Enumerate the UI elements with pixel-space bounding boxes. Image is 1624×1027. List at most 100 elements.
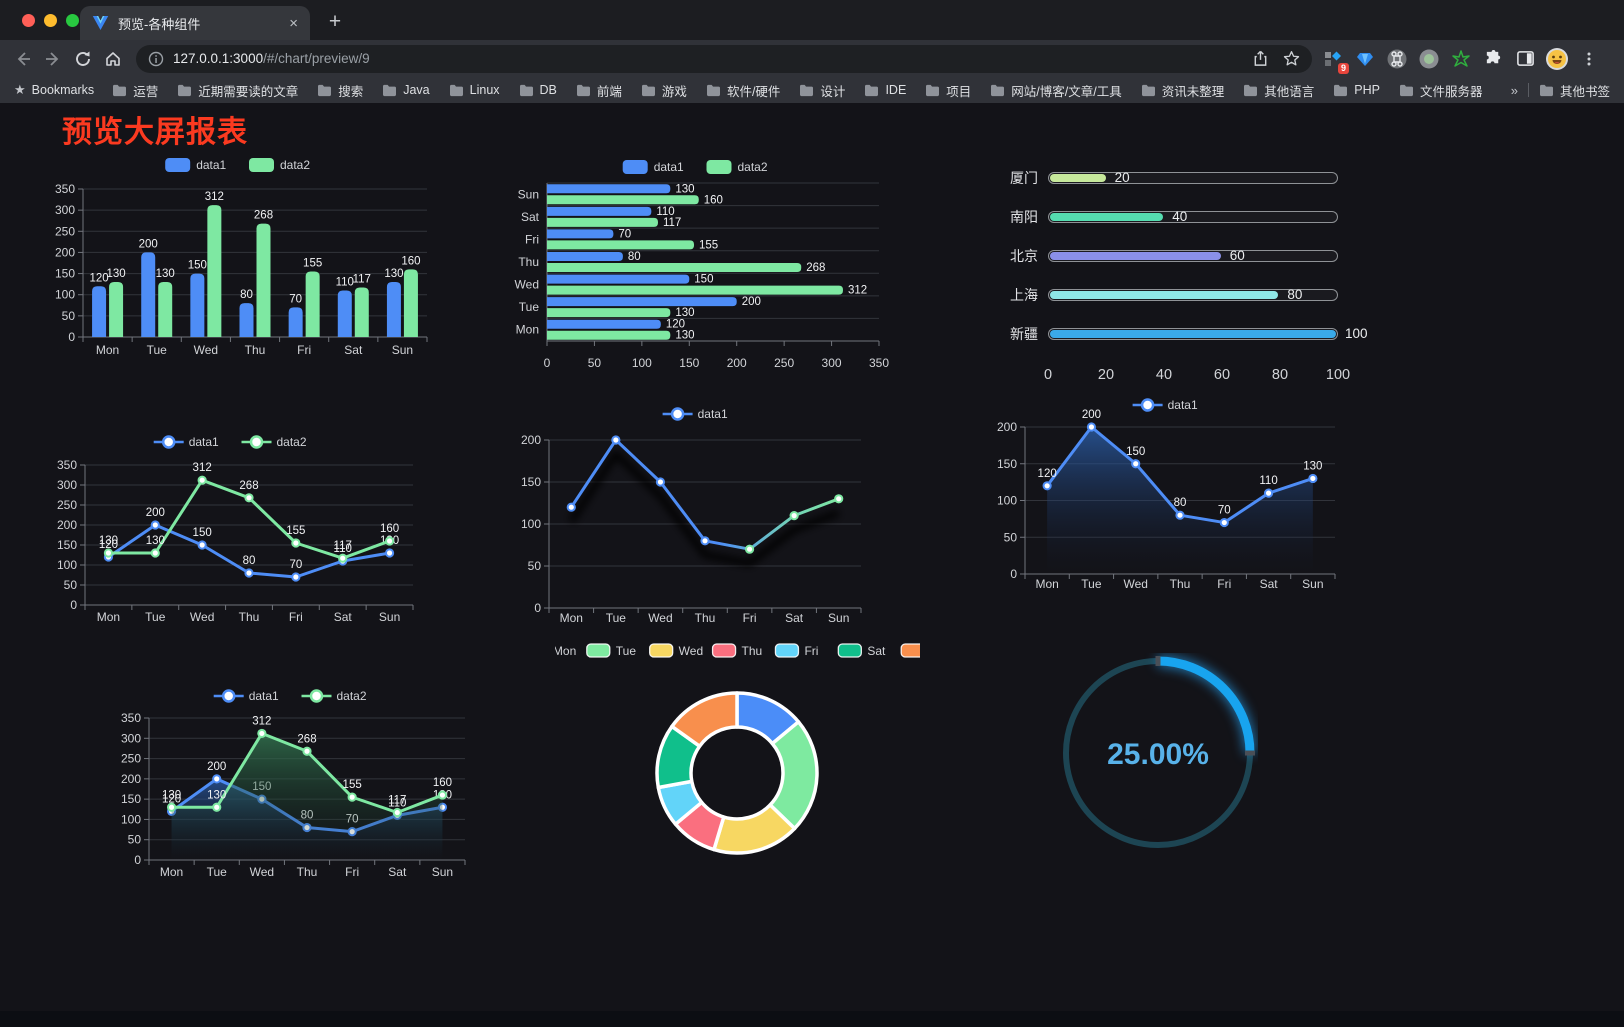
bookmark-folder-item[interactable]: 运营 [112, 81, 158, 100]
svg-text:130: 130 [675, 307, 694, 319]
svg-text:312: 312 [205, 191, 224, 203]
share-icon[interactable] [1252, 50, 1269, 67]
bookmarks-overflow-chevron[interactable]: » [1510, 82, 1518, 98]
tab-close-icon[interactable]: × [289, 14, 298, 32]
tab-manager-extension-icon[interactable]: 9 [1320, 46, 1349, 74]
window-controls[interactable] [22, 14, 79, 27]
extensions-puzzle-icon[interactable] [1480, 46, 1506, 72]
bookmark-folder-item[interactable]: 软件/硬件 [706, 81, 780, 100]
url-host: 127.0.0.1:3000 [173, 51, 264, 66]
site-info-icon[interactable] [148, 51, 164, 67]
svg-text:50: 50 [588, 356, 602, 370]
svg-text:data1: data1 [196, 158, 226, 172]
bookmark-folder-item[interactable]: 前端 [576, 81, 622, 100]
svg-text:130: 130 [1303, 460, 1322, 472]
address-bar[interactable]: 127.0.0.1:3000/#/chart/preview/9 [136, 44, 1312, 73]
svg-text:data2: data2 [738, 160, 768, 174]
folder-icon [641, 84, 655, 96]
svg-text:80: 80 [243, 555, 256, 567]
side-panel-icon[interactable] [1512, 46, 1538, 72]
svg-text:Mon: Mon [1035, 577, 1058, 591]
bookmark-folder-item[interactable]: 网站/博客/文章/工具 [990, 81, 1122, 100]
two-series-area-chart: data1 data2 0 50 100 150 200 250 300 350 Mon Tue Wed… [105, 681, 480, 896]
bookmark-folder-item[interactable]: PHP [1333, 83, 1380, 97]
bookmark-folder-item[interactable]: DB [519, 83, 557, 97]
new-tab-button[interactable]: + [328, 10, 342, 33]
bookmark-folder-label: 搜索 [338, 84, 364, 99]
active-tab[interactable]: 预览-各种组件 × [80, 6, 310, 40]
bookmarks-root-item[interactable]: ★ Bookmarks [14, 82, 94, 98]
bookmark-folder-item[interactable]: Java [382, 83, 430, 97]
back-button[interactable] [8, 44, 38, 74]
svg-text:Fri: Fri [743, 611, 757, 625]
bookmark-folder-item[interactable]: 其他语言 [1243, 81, 1314, 100]
progress-bars-chart: 厦门 20 南阳 40 北京 60 上海 80 新疆 100 0 20 40 60 80 100 [990, 158, 1368, 388]
svg-text:200: 200 [997, 420, 1017, 434]
bookmark-folder-label: 运营 [133, 84, 159, 99]
svg-text:70: 70 [289, 293, 302, 305]
other-bookmarks-folder[interactable]: 其他书签 [1539, 81, 1610, 100]
svg-text:150: 150 [694, 274, 713, 286]
close-window-button[interactable] [22, 14, 35, 27]
reload-button[interactable] [68, 44, 98, 74]
svg-text:Thu: Thu [245, 343, 266, 357]
svg-text:Thu: Thu [695, 611, 716, 625]
svg-text:0: 0 [1010, 567, 1017, 581]
svg-text:100: 100 [57, 558, 77, 572]
svg-text:70: 70 [1218, 505, 1231, 517]
folder-icon [113, 84, 127, 96]
svg-text:Sat: Sat [1260, 577, 1279, 591]
bookmark-folder-item[interactable]: 资讯未整理 [1141, 81, 1224, 100]
vue-devtools-star-icon[interactable] [1448, 46, 1474, 72]
svg-text:Fri: Fri [345, 865, 359, 879]
svg-text:155: 155 [343, 779, 362, 791]
svg-text:Tue: Tue [606, 611, 627, 625]
extension-badge: 9 [1337, 62, 1349, 74]
bookmark-folder-item[interactable]: 近期需要读的文章 [177, 81, 298, 100]
svg-text:data2: data2 [337, 689, 367, 703]
svg-text:312: 312 [252, 715, 271, 727]
svg-text:Wed: Wed [190, 610, 214, 624]
gauge-chart: 25.00% [1058, 653, 1258, 858]
maximize-window-button[interactable] [66, 14, 79, 27]
menu-icon[interactable] [1576, 46, 1602, 72]
gem-extension-icon[interactable] [1352, 46, 1378, 72]
svg-text:200: 200 [1082, 409, 1101, 421]
folder-icon [178, 84, 192, 96]
svg-text:250: 250 [57, 498, 77, 512]
bookmark-folder-item[interactable]: IDE [864, 83, 906, 97]
bookmark-folder-item[interactable]: 设计 [799, 81, 845, 100]
svg-text:70: 70 [618, 228, 631, 240]
bookmark-folder-item[interactable]: 游戏 [641, 81, 687, 100]
svg-text:Wed: Wed [679, 644, 703, 658]
svg-text:120: 120 [89, 272, 108, 284]
svg-text:120: 120 [162, 793, 181, 805]
recorder-extension-icon[interactable] [1416, 46, 1442, 72]
folder-icon [1244, 84, 1258, 96]
svg-text:Tue: Tue [1081, 577, 1102, 591]
svg-text:117: 117 [388, 795, 406, 807]
svg-text:250: 250 [55, 224, 75, 238]
bookmark-star-icon[interactable] [1283, 50, 1300, 67]
bookmark-folder-label: 游戏 [661, 84, 687, 99]
svg-text:300: 300 [57, 478, 77, 492]
svg-text:Thu: Thu [1170, 577, 1191, 591]
svg-text:50: 50 [128, 833, 142, 847]
bookmark-folder-item[interactable]: Linux [449, 83, 500, 97]
forward-button[interactable] [38, 44, 68, 74]
bookmark-folder-item[interactable]: 文件服务器 [1399, 81, 1483, 100]
command-extension-icon[interactable] [1384, 46, 1410, 72]
bookmarks-star-icon: ★ [14, 82, 26, 97]
home-button[interactable] [98, 44, 128, 74]
svg-text:data1: data1 [249, 689, 279, 703]
bookmark-folder-label: 文件服务器 [1419, 84, 1483, 99]
browser-toolbar: 127.0.0.1:3000/#/chart/preview/9 9 [0, 40, 1624, 77]
bookmark-folder-item[interactable]: 搜索 [317, 81, 363, 100]
bookmark-folder-item[interactable]: 项目 [925, 81, 971, 100]
minimize-window-button[interactable] [44, 14, 57, 27]
profile-avatar[interactable] [1544, 46, 1570, 72]
svg-text:Mon: Mon [516, 323, 539, 337]
svg-text:100: 100 [121, 812, 141, 826]
bookmark-folder-label: 前端 [596, 84, 622, 99]
